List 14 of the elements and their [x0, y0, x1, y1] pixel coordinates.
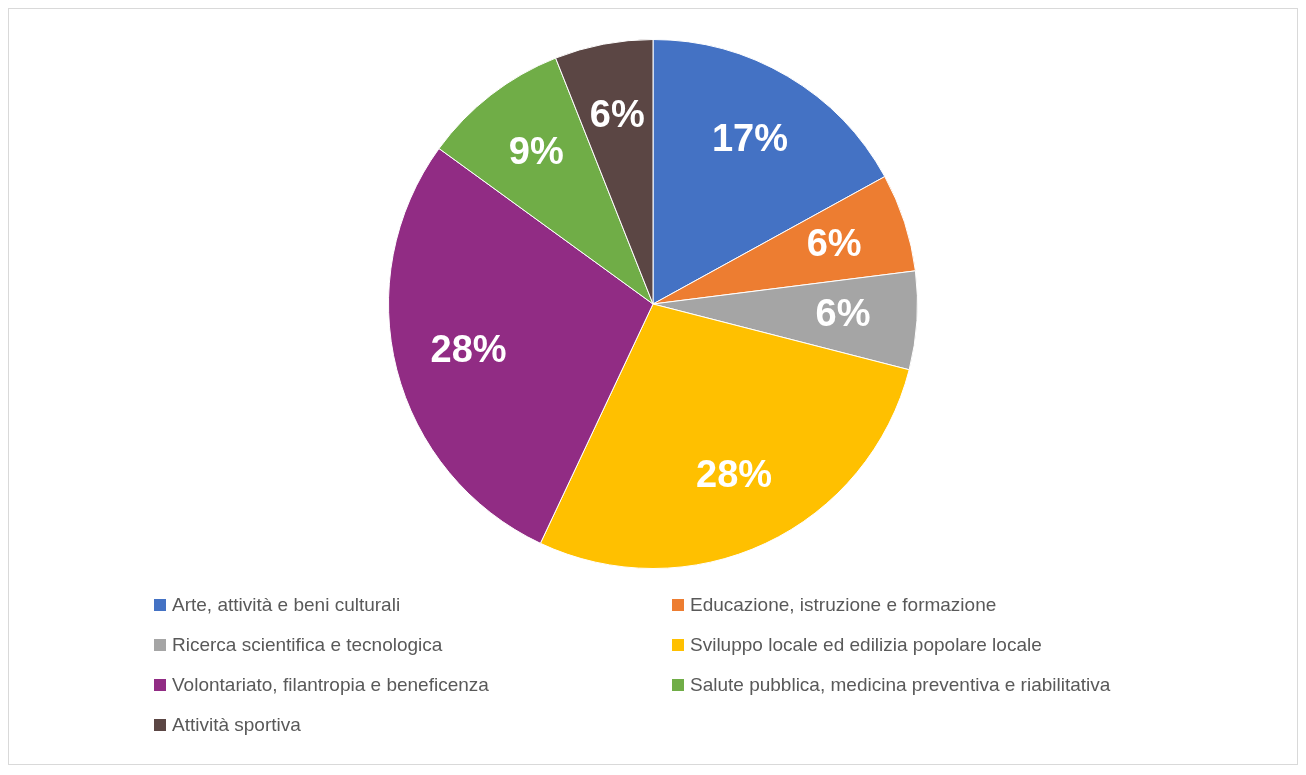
legend-label: Arte, attività e beni culturali — [172, 594, 401, 616]
legend-label: Volontariato, filantropia e beneficenza — [172, 674, 489, 696]
legend-label: Educazione, istruzione e formazione — [690, 594, 997, 616]
legend-label: Salute pubblica, medicina preventiva e riabilitativa — [690, 674, 1111, 696]
data-label: 6% — [589, 93, 645, 136]
legend-label: Attività sportiva — [172, 714, 301, 736]
legend-label: Ricerca scientifica e tecnologica — [172, 634, 443, 656]
data-label: 17% — [711, 116, 788, 159]
legend-label: Sviluppo locale ed edilizia popolare locale — [690, 634, 1042, 656]
data-label: 28% — [696, 452, 773, 495]
data-label: 9% — [508, 130, 564, 173]
data-label: 6% — [815, 292, 871, 335]
data-label: 28% — [430, 327, 507, 370]
data-label: 6% — [806, 221, 862, 264]
